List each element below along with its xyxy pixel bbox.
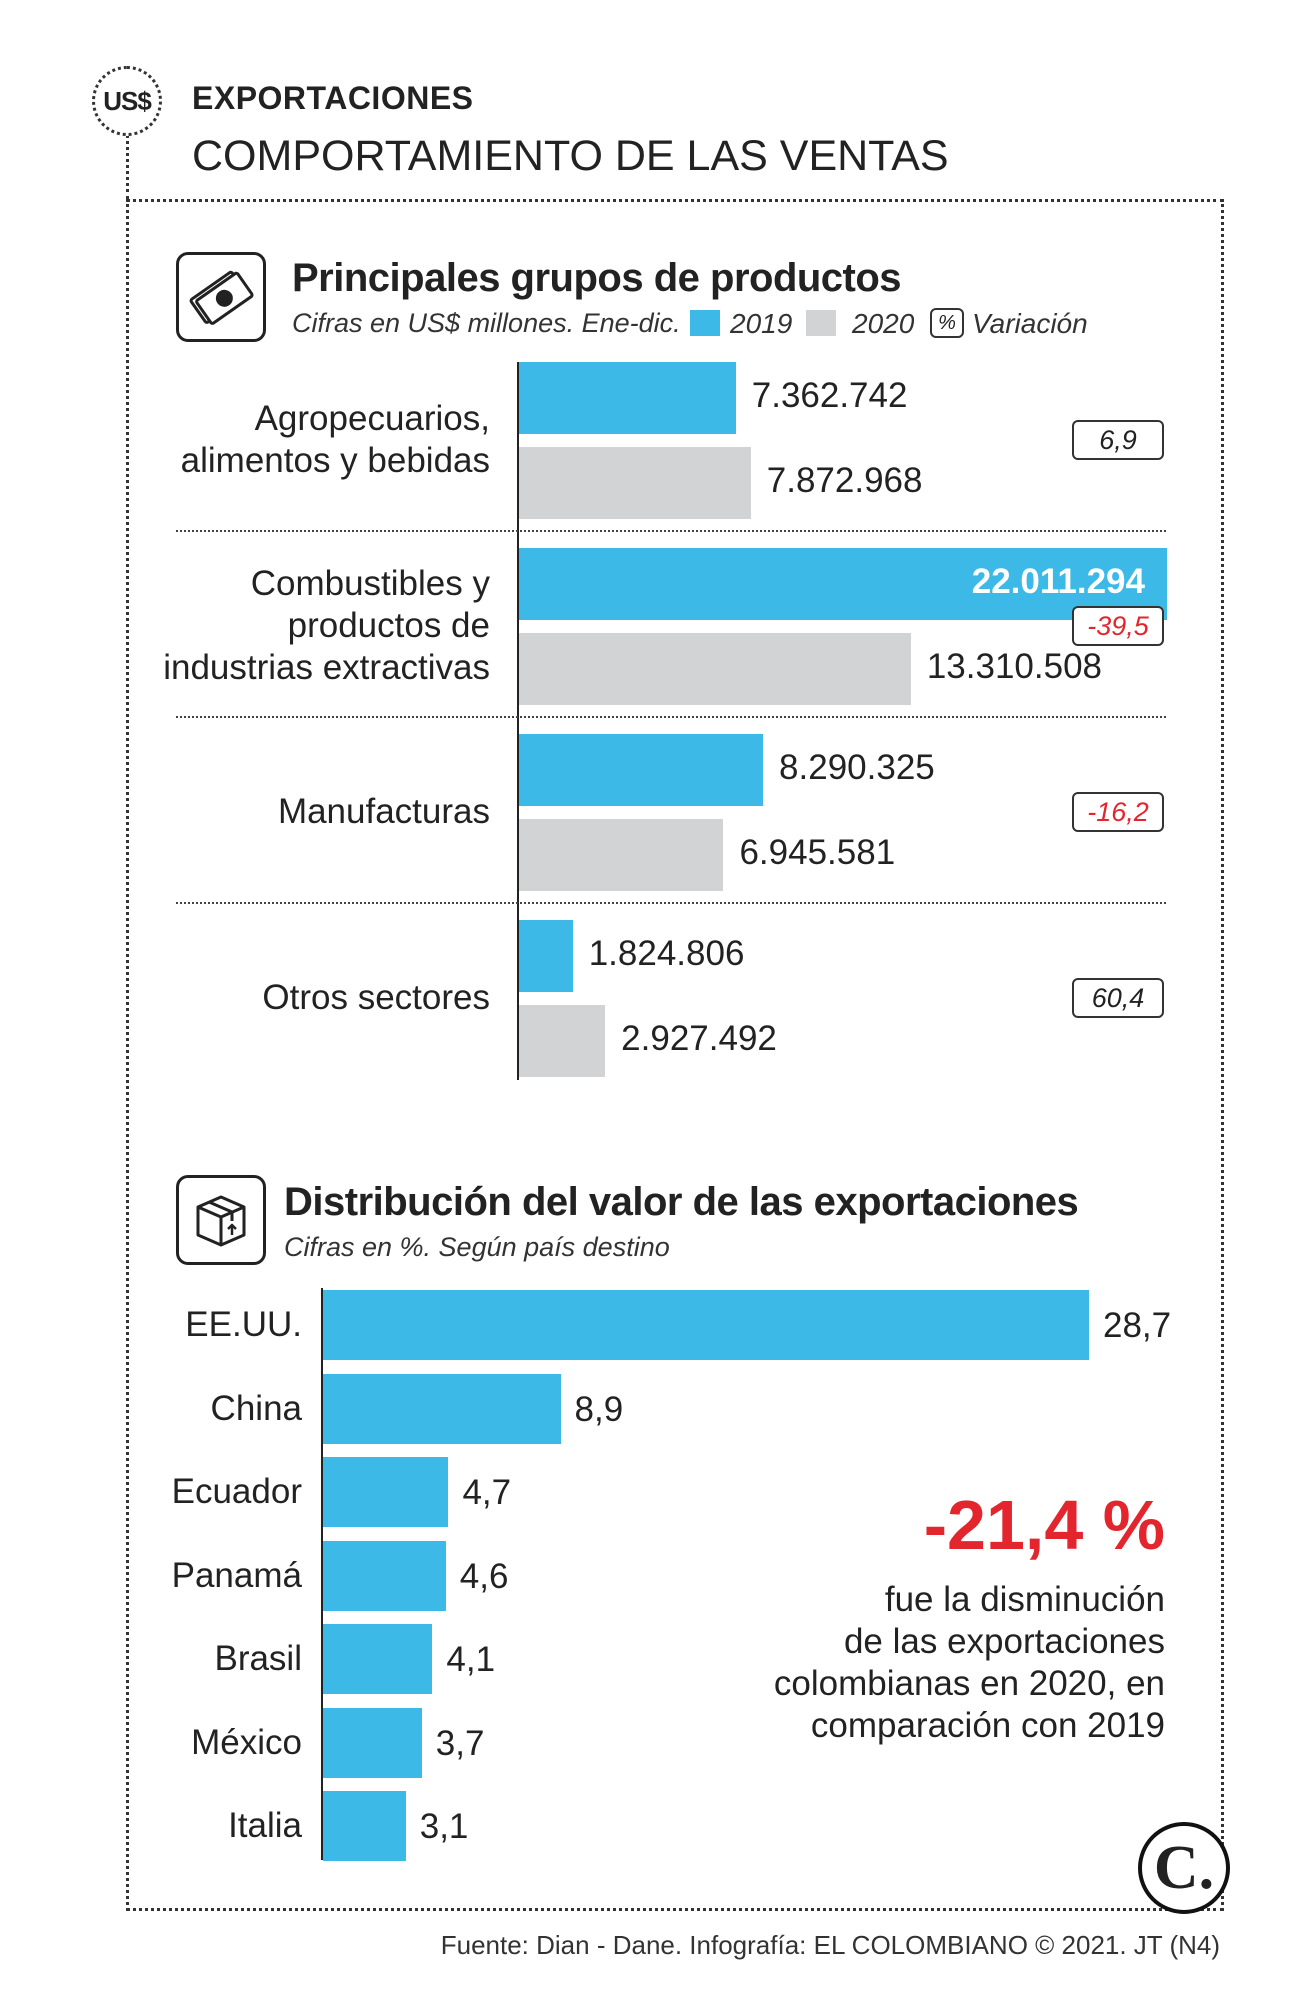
- group-separator: [176, 902, 1166, 904]
- country-label: Italia: [228, 1806, 302, 1845]
- category-label-line: alimentos y bebidas: [180, 441, 490, 480]
- country-value-label: 8,9: [574, 1389, 624, 1429]
- legend-label-2019: 2019: [730, 308, 793, 339]
- logo-text: C.: [1153, 1833, 1215, 1902]
- bar-2020: [519, 633, 911, 705]
- variation-badge: 60,4: [1072, 978, 1164, 1018]
- bar-value-label: 8.290.325: [779, 748, 935, 787]
- note-line: de las exportaciones: [843, 1622, 1165, 1661]
- bar-2020: [519, 1005, 606, 1077]
- category-label-line: Combustibles y: [250, 564, 490, 603]
- note-line: colombianas en 2020, en: [773, 1664, 1165, 1703]
- section2-title: Distribución del valor de las exportacio…: [284, 1180, 1079, 1224]
- country-label: EE.UU.: [185, 1305, 302, 1344]
- note-line: fue la disminución: [884, 1580, 1165, 1619]
- bar-2020: [519, 447, 751, 519]
- country-label: México: [191, 1722, 302, 1762]
- source-credit: Fuente: Dian - Dane. Infografía: EL COLO…: [440, 1930, 1220, 1960]
- country-bar: [323, 1707, 422, 1778]
- bar-2019: [519, 548, 1167, 620]
- money-bill-icon: [176, 252, 266, 342]
- country-label: Brasil: [214, 1639, 302, 1678]
- chart2-axis-line: [321, 1288, 323, 1860]
- variation-badge: -39,5: [1072, 606, 1164, 646]
- country-bar: [323, 1624, 433, 1694]
- country-value-label: 3,1: [419, 1807, 469, 1846]
- legend-percent-icon: %: [930, 308, 964, 338]
- country-label: China: [210, 1388, 302, 1428]
- country-value-label: 28,7: [1103, 1306, 1172, 1345]
- country-bar: [323, 1457, 449, 1527]
- bar-2020: [519, 819, 724, 891]
- bar-value-label: 2.927.492: [621, 1019, 777, 1058]
- bar-2019: [519, 734, 764, 806]
- country-bar: [323, 1290, 1089, 1360]
- country-label: Panamá: [171, 1555, 302, 1595]
- chart1-axis-line: [517, 362, 519, 1080]
- bar-value-label: 6.945.581: [739, 833, 896, 872]
- category-label-line: Otros sectores: [262, 978, 490, 1017]
- bar-2019: [519, 362, 736, 434]
- variation-badge: 6,9: [1072, 420, 1164, 460]
- legend-label-2020: 2020: [852, 308, 915, 339]
- category-label-line: productos de: [287, 606, 490, 645]
- country-value-label: 4,7: [462, 1473, 512, 1512]
- main-subtitle: COMPORTAMIENTO DE LAS VENTAS: [192, 132, 949, 180]
- category-label: Manufacturas: [130, 791, 490, 833]
- bar-value-label: 22.011.294: [971, 562, 1145, 601]
- category-label: Agropecuarios, alimentos y bebidas: [130, 398, 490, 482]
- section2-subtitle: Cifras en %. Según país destino: [284, 1232, 670, 1262]
- section1-subtitle: Cifras en US$ millones. Ene-dic.: [292, 308, 681, 338]
- legend-swatch-2019: [690, 310, 720, 336]
- country-bar: [323, 1540, 446, 1611]
- country-label: Ecuador: [171, 1472, 302, 1511]
- bar-value-label: 1.824.806: [588, 934, 745, 973]
- country-value-label: 4,6: [459, 1556, 509, 1596]
- country-value-label: 4,1: [446, 1640, 496, 1679]
- group-separator: [176, 716, 1166, 718]
- category-label-line: industrias extractivas: [163, 648, 490, 687]
- group-separator: [176, 530, 1166, 532]
- bar-2019: [519, 920, 573, 992]
- el-colombiano-logo: C.: [1138, 1822, 1230, 1914]
- section1-title: Principales grupos de productos: [292, 256, 902, 300]
- bar-value-label: 13.310.508: [926, 647, 1103, 686]
- main-title: EXPORTACIONES: [192, 80, 474, 116]
- variation-badge: -16,2: [1072, 792, 1164, 832]
- usd-badge-text: US$: [103, 85, 152, 116]
- header-connector-line: [126, 128, 129, 200]
- bar-value-label: 7.362.742: [751, 376, 908, 415]
- box-package-icon: [176, 1175, 266, 1265]
- category-label: Combustibles y productos de industrias ext…: [130, 563, 490, 689]
- category-label-line: Agropecuarios,: [254, 399, 490, 438]
- country-bar: [323, 1373, 561, 1444]
- bar-value-label: 7.872.968: [766, 461, 923, 500]
- country-bar: [323, 1791, 406, 1861]
- legend-label-variation: Variación: [972, 308, 1088, 339]
- country-value-label: 3,7: [435, 1723, 485, 1763]
- content-frame: [126, 199, 1224, 1911]
- category-label: Otros sectores: [130, 977, 490, 1019]
- note-line: comparación con 2019: [810, 1706, 1165, 1745]
- usd-badge-icon: US$: [92, 66, 162, 136]
- category-label-line: Manufacturas: [277, 792, 490, 831]
- legend-swatch-2020: [806, 310, 836, 336]
- decline-value: -21,4 %: [923, 1486, 1165, 1564]
